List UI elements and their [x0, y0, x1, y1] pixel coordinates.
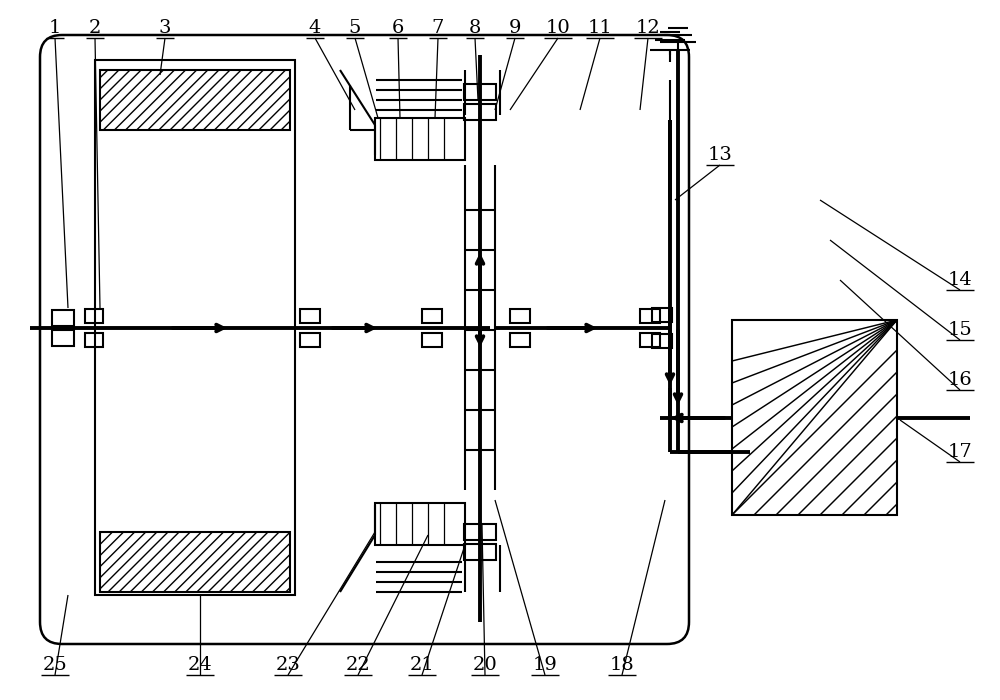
Bar [52, 310, 74, 326]
Bar [732, 320, 897, 515]
Text: 4: 4 [309, 19, 321, 37]
Bar [652, 308, 672, 322]
Text: 7: 7 [432, 19, 444, 37]
Text: 3: 3 [159, 19, 171, 37]
Text: 18: 18 [610, 656, 634, 674]
Text: 21: 21 [410, 656, 434, 674]
Text: 13: 13 [708, 146, 732, 164]
Bar [100, 70, 290, 130]
Bar [510, 309, 530, 323]
Bar [375, 118, 465, 160]
Bar [52, 330, 74, 346]
Bar [464, 84, 496, 100]
Bar [300, 333, 320, 347]
Bar [422, 333, 442, 347]
Text: 5: 5 [349, 19, 361, 37]
Text: 23: 23 [276, 656, 300, 674]
Text: 8: 8 [469, 19, 481, 37]
Text: 22: 22 [346, 656, 370, 674]
Bar [100, 532, 290, 592]
Bar [640, 309, 660, 323]
Text: 24: 24 [188, 656, 212, 674]
Bar [510, 333, 530, 347]
Bar [652, 334, 672, 348]
Bar [422, 309, 442, 323]
Bar [464, 524, 496, 540]
Text: 10: 10 [546, 19, 570, 37]
Text: 16: 16 [948, 371, 972, 389]
Bar [464, 544, 496, 560]
Bar [640, 333, 660, 347]
Text: 1: 1 [49, 19, 61, 37]
Bar [464, 104, 496, 120]
Text: 25: 25 [43, 656, 67, 674]
Text: 12: 12 [636, 19, 660, 37]
Bar [375, 503, 465, 545]
Text: 9: 9 [509, 19, 521, 37]
Text: 2: 2 [89, 19, 101, 37]
Text: 20: 20 [473, 656, 497, 674]
Text: 11: 11 [588, 19, 612, 37]
Text: 15: 15 [948, 321, 972, 339]
Text: 19: 19 [533, 656, 557, 674]
Bar [85, 309, 103, 323]
Text: 14: 14 [948, 271, 972, 289]
Bar [85, 333, 103, 347]
Text: 17: 17 [948, 443, 972, 461]
Bar [95, 60, 295, 595]
Bar [300, 309, 320, 323]
Text: 6: 6 [392, 19, 404, 37]
